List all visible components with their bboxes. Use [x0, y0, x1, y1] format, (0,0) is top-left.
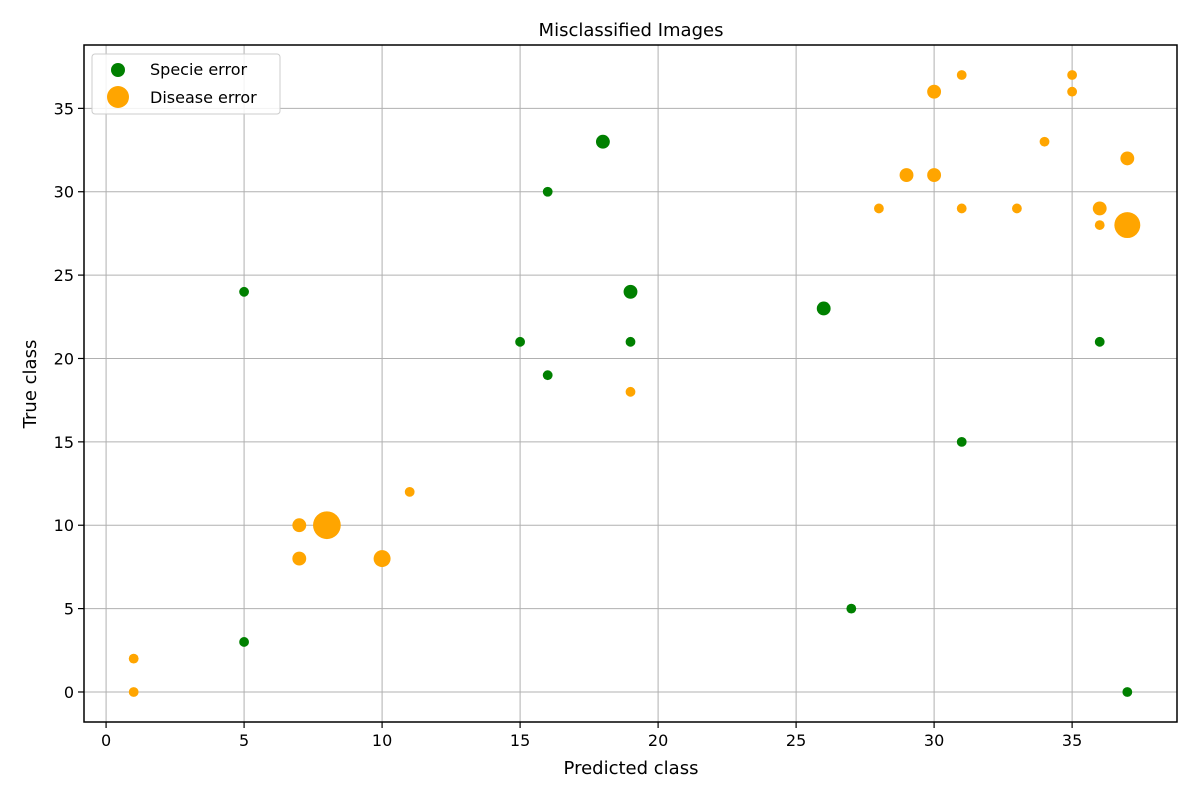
- specie-error-point: [595, 134, 610, 149]
- disease-error-point: [128, 687, 139, 697]
- disease-error-point: [313, 511, 341, 540]
- plot-frame: [83, 44, 1178, 723]
- disease-error-point: [927, 84, 942, 99]
- disease-error-point: [373, 550, 391, 568]
- x-tick-label: 0: [101, 731, 111, 750]
- disease-error-point: [292, 551, 307, 566]
- axes: [83, 44, 1178, 723]
- disease-error-point: [1012, 203, 1022, 214]
- specie-error-point: [239, 637, 249, 647]
- x-tick-label: 5: [239, 731, 249, 750]
- specie-error-point: [542, 370, 553, 381]
- specie-error-point: [239, 286, 249, 297]
- x-axis-ticks: 0 5 10 15 20 25 30 35: [101, 722, 1082, 750]
- y-tick-label: 25: [54, 266, 74, 285]
- x-tick-label: 20: [648, 731, 668, 750]
- y-tick-label: 30: [54, 183, 74, 202]
- disease-error-point: [1039, 136, 1050, 147]
- specie-error-point: [816, 301, 831, 316]
- y-tick-label: 15: [54, 433, 74, 452]
- legend: Specie error Disease error: [91, 53, 281, 115]
- y-tick-label: 0: [64, 683, 74, 702]
- disease-error-point: [1114, 212, 1141, 239]
- disease-error-point: [128, 653, 139, 664]
- x-tick-label: 30: [924, 731, 944, 750]
- disease-error-point: [292, 518, 307, 533]
- legend-marker-disease-error: [107, 86, 129, 108]
- specie-error-point: [542, 186, 553, 197]
- y-tick-label: 35: [54, 99, 74, 118]
- y-axis-title: True class: [20, 340, 41, 430]
- disease-error-point: [625, 386, 636, 397]
- legend-label-disease-error: Disease error: [150, 88, 257, 107]
- chart-title: Misclassified Images: [539, 20, 724, 41]
- disease-error-point: [874, 203, 884, 214]
- disease-error-point: [1092, 201, 1107, 216]
- legend-marker-specie-error: [111, 63, 125, 77]
- specie-error-point: [846, 603, 857, 614]
- disease-error-point: [1120, 151, 1135, 166]
- specie-error-point: [1122, 687, 1133, 697]
- disease-error-point: [1067, 70, 1078, 80]
- y-tick-label: 20: [54, 349, 74, 368]
- specie-error-point: [1094, 336, 1105, 347]
- disease-error-point: [956, 70, 967, 80]
- x-tick-label: 10: [372, 731, 392, 750]
- y-tick-label: 10: [54, 516, 74, 535]
- legend-label-specie-error: Specie error: [150, 60, 247, 79]
- disease-error-point: [927, 168, 942, 182]
- disease-error-point: [1094, 220, 1105, 230]
- specie-error-point: [625, 336, 636, 347]
- specie-error-point: [956, 436, 967, 447]
- disease-error-point: [956, 203, 967, 214]
- x-tick-label: 15: [510, 731, 530, 750]
- y-axis-ticks: 0 5 10 15 20 25 30 35: [54, 99, 84, 702]
- disease-error-point: [899, 168, 914, 182]
- y-tick-label: 5: [64, 600, 74, 619]
- x-tick-label: 35: [1062, 731, 1082, 750]
- data-points: [128, 70, 1141, 697]
- specie-error-point: [623, 284, 638, 299]
- x-tick-label: 25: [786, 731, 806, 750]
- disease-error-point: [1067, 86, 1078, 97]
- x-axis-title: Predicted class: [564, 758, 699, 779]
- grid-lines: [84, 45, 1177, 722]
- specie-error-point: [515, 336, 525, 347]
- disease-error-point: [404, 486, 415, 497]
- legend-box: [91, 53, 281, 115]
